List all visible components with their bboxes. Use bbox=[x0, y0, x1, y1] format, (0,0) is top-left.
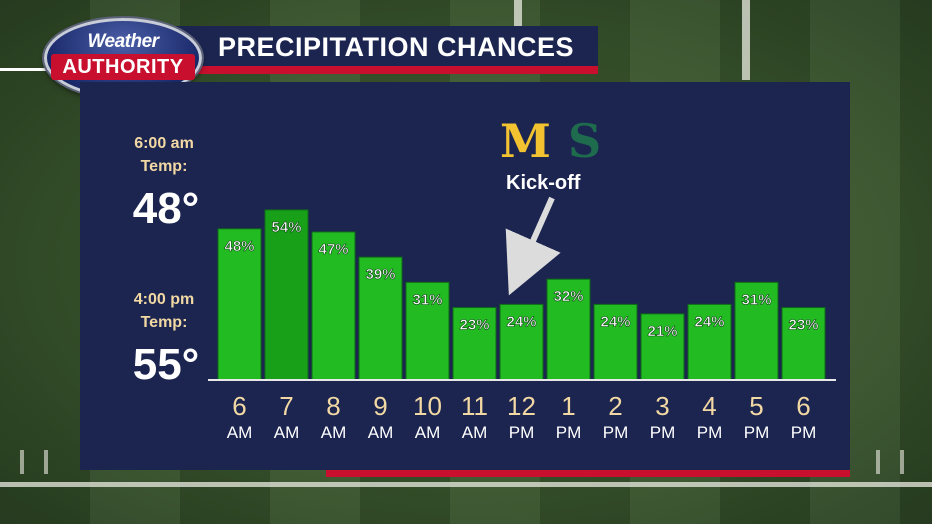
bar-1 bbox=[264, 209, 309, 381]
michigan-logo: M bbox=[500, 114, 551, 168]
bar-value-label-2: 47% bbox=[318, 241, 348, 258]
page-title: PRECIPITATION CHANCES bbox=[218, 32, 575, 62]
x-tick-hour-1: 7 bbox=[279, 391, 293, 421]
bar-11 bbox=[734, 281, 779, 381]
bar-value-label-8: 24% bbox=[600, 313, 630, 330]
bar-value-label-10: 24% bbox=[694, 313, 724, 330]
morning-temp-label: Temp: bbox=[140, 158, 188, 175]
bar-value-label-3: 39% bbox=[365, 266, 395, 283]
x-tick-period-6: PM bbox=[509, 423, 535, 442]
afternoon-temp-label: Temp: bbox=[140, 314, 188, 331]
x-tick-hour-11: 5 bbox=[749, 391, 763, 421]
x-tick-hour-7: 1 bbox=[561, 391, 575, 421]
bar-0 bbox=[217, 228, 262, 381]
logo-text-top: Weather bbox=[87, 31, 159, 52]
bar-2 bbox=[311, 231, 356, 381]
kickoff-arrow bbox=[505, 196, 561, 296]
hash-mark bbox=[20, 450, 24, 474]
bar-7 bbox=[546, 278, 591, 381]
x-tick-hour-0: 6 bbox=[232, 391, 246, 421]
yard-line bbox=[742, 0, 750, 80]
x-tick-period-9: PM bbox=[650, 423, 676, 442]
bar-value-label-1: 54% bbox=[271, 219, 301, 236]
yard-line bbox=[514, 0, 522, 30]
x-tick-period-0: AM bbox=[227, 423, 253, 442]
kickoff-annotation: Kick-off bbox=[506, 172, 581, 194]
bar-9 bbox=[640, 313, 685, 381]
michigan-state-logo: S bbox=[568, 114, 602, 168]
bar-value-label-5: 23% bbox=[459, 317, 489, 334]
morning-temp-time: 6:00 am bbox=[134, 135, 194, 152]
bar-6 bbox=[499, 303, 544, 381]
x-tick-period-11: PM bbox=[744, 423, 770, 442]
chart-panel bbox=[80, 82, 850, 470]
bar-value-label-4: 31% bbox=[412, 291, 442, 308]
bar-10 bbox=[687, 303, 732, 381]
afternoon-temp-time: 4:00 pm bbox=[133, 291, 195, 308]
x-tick-period-10: PM bbox=[697, 423, 723, 442]
bar-value-label-0: 48% bbox=[224, 238, 254, 255]
bar-value-label-9: 21% bbox=[647, 323, 677, 340]
x-tick-hour-6: 12 bbox=[507, 391, 536, 421]
yard-line bbox=[0, 482, 932, 487]
x-tick-period-5: AM bbox=[462, 423, 488, 442]
header-accent-line bbox=[0, 68, 60, 71]
bar-value-label-6: 24% bbox=[506, 313, 536, 330]
x-tick-hour-9: 3 bbox=[655, 391, 669, 421]
x-tick-hour-4: 10 bbox=[413, 391, 442, 421]
x-tick-period-3: AM bbox=[368, 423, 394, 442]
bar-3 bbox=[358, 256, 403, 381]
x-tick-period-1: AM bbox=[274, 423, 300, 442]
bar-value-label-12: 23% bbox=[788, 317, 818, 334]
x-tick-hour-10: 4 bbox=[702, 391, 716, 421]
bar-value-label-11: 31% bbox=[741, 291, 771, 308]
bar-5 bbox=[452, 307, 497, 381]
hash-mark bbox=[876, 450, 880, 474]
logo-text-bottom: AUTHORITY bbox=[51, 54, 195, 80]
x-tick-hour-5: 11 bbox=[461, 391, 488, 421]
x-tick-hour-8: 2 bbox=[608, 391, 622, 421]
hash-mark bbox=[900, 450, 904, 474]
morning-temp-value: 48° bbox=[132, 184, 200, 233]
x-tick-period-8: PM bbox=[603, 423, 629, 442]
x-tick-period-7: PM bbox=[556, 423, 582, 442]
title-accent-bar bbox=[176, 66, 598, 74]
x-tick-hour-3: 9 bbox=[373, 391, 387, 421]
afternoon-temp-value: 55° bbox=[132, 340, 200, 389]
panel-accent-bar bbox=[326, 470, 850, 477]
bar-value-label-7: 32% bbox=[553, 288, 583, 305]
x-tick-period-2: AM bbox=[321, 423, 347, 442]
x-tick-hour-2: 8 bbox=[326, 391, 340, 421]
hash-mark bbox=[44, 450, 48, 474]
x-tick-hour-12: 6 bbox=[796, 391, 810, 421]
x-tick-period-4: AM bbox=[415, 423, 441, 442]
title-bar bbox=[176, 26, 598, 66]
bar-8 bbox=[593, 303, 638, 381]
x-tick-period-12: PM bbox=[791, 423, 817, 442]
